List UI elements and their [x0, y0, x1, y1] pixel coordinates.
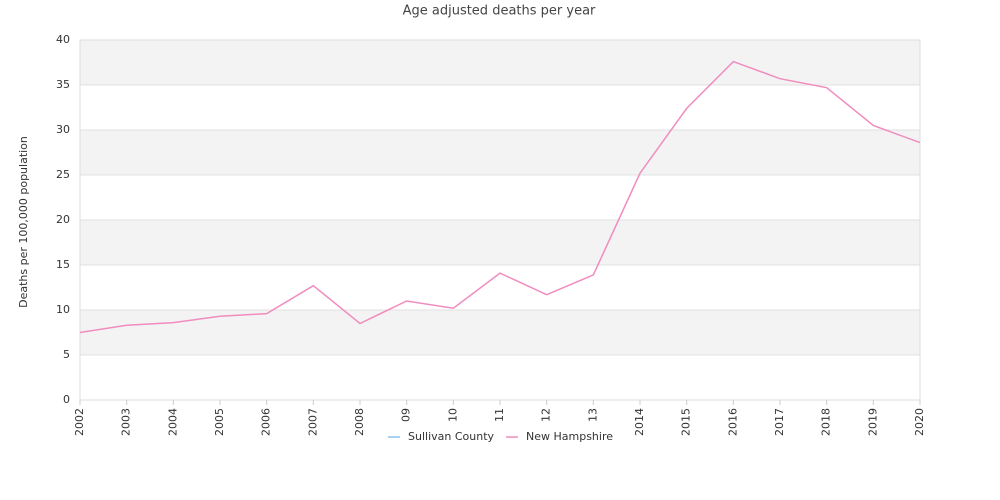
y-tick-label: 30	[56, 123, 70, 136]
x-tick-label: 2007	[306, 408, 319, 436]
chart-title: Age adjusted deaths per year	[403, 4, 596, 19]
x-tick-label: 2008	[353, 408, 366, 436]
x-tick-label: 2017	[773, 408, 786, 436]
x-tick-label: 2018	[820, 408, 833, 436]
legend-label: New Hampshire	[526, 430, 613, 443]
grid-band	[80, 40, 920, 85]
y-tick-label: 5	[63, 348, 70, 361]
x-tick-label: 2004	[166, 408, 179, 436]
y-tick-label: 0	[63, 393, 70, 406]
y-tick-label: 10	[56, 303, 70, 316]
legend-label: Sullivan County	[408, 430, 495, 443]
x-tick-label: 2015	[680, 408, 693, 436]
grid-band	[80, 130, 920, 175]
series-line	[79, 60, 921, 334]
y-tick-label: 20	[56, 213, 70, 226]
grid-band	[80, 220, 920, 265]
y-tick-label: 40	[56, 33, 70, 46]
x-tick-label: 2005	[213, 408, 226, 436]
x-tick-label: 10	[446, 408, 459, 422]
x-tick-label: 13	[586, 408, 599, 422]
x-tick-label: 2020	[913, 408, 926, 436]
y-tick-label: 35	[56, 78, 70, 91]
x-tick-label: 2002	[73, 408, 86, 436]
x-tick-label: 12	[540, 408, 553, 422]
x-tick-label: 2016	[726, 408, 739, 436]
x-tick-label: 11	[493, 408, 506, 422]
grid-band	[80, 310, 920, 355]
y-tick-label: 25	[56, 168, 70, 181]
x-tick-label: 2014	[633, 408, 646, 436]
x-tick-label: 2003	[120, 408, 133, 436]
x-tick-label: 2006	[260, 408, 273, 436]
x-tick-label: 09	[400, 408, 413, 422]
x-tick-label: 2019	[866, 408, 879, 436]
y-axis-label: Deaths per 100,000 population	[17, 136, 30, 308]
y-tick-label: 15	[56, 258, 70, 271]
